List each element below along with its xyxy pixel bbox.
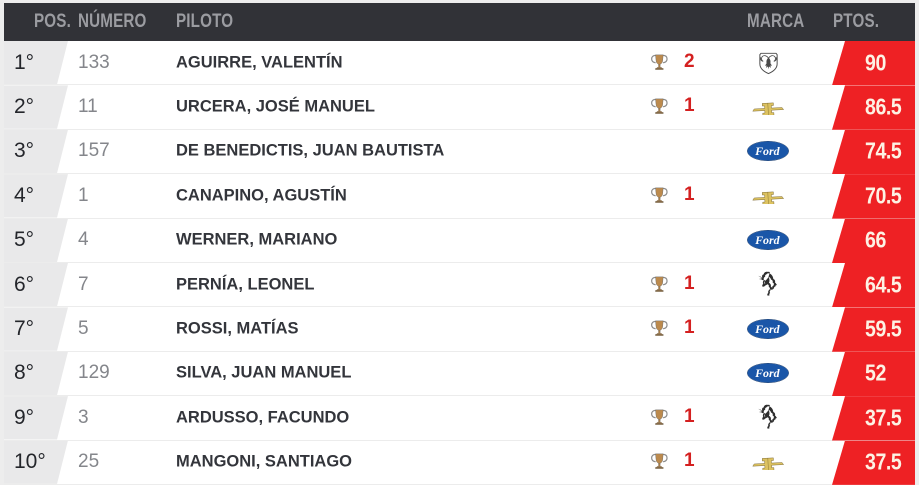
svg-text:Ford: Ford <box>754 145 781 159</box>
svg-text:Ford: Ford <box>754 322 781 336</box>
svg-text:Ford: Ford <box>754 367 781 381</box>
svg-text:Ford: Ford <box>754 233 781 247</box>
